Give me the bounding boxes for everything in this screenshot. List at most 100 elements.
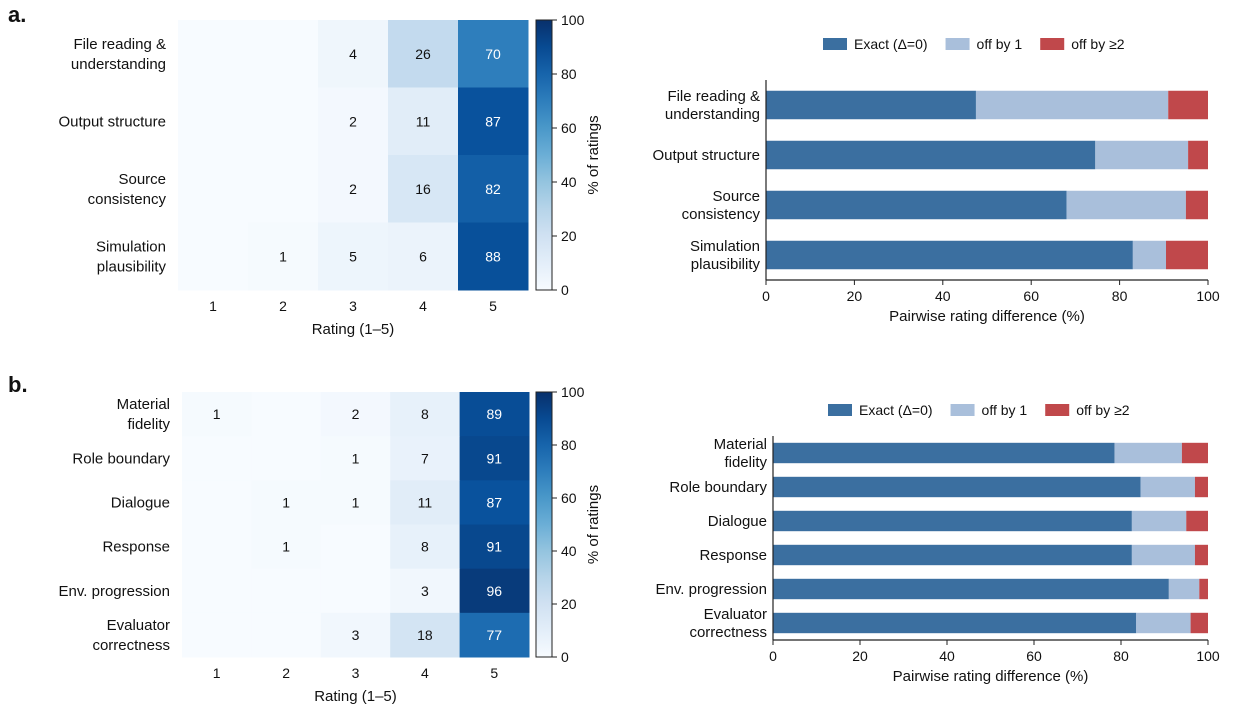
heatmap-cell — [248, 155, 319, 223]
bar-segment — [766, 240, 1133, 270]
heatmap-cell — [459, 568, 530, 614]
x-tick-label: 3 — [349, 298, 357, 314]
row-label: Material — [117, 396, 170, 413]
bar-segment — [773, 578, 1169, 600]
category-label: Response — [699, 547, 767, 564]
heatmap-cell-value: 89 — [487, 406, 503, 422]
bar-segment — [1095, 140, 1189, 170]
x-tick-label: 100 — [1196, 288, 1220, 304]
colorbar-tick-label: 80 — [561, 66, 577, 82]
bar-segment — [1166, 240, 1208, 270]
heatmap-cell-value: 5 — [349, 248, 357, 264]
x-tick-label: 20 — [847, 288, 863, 304]
colorbar-tick-label: 100 — [561, 384, 585, 400]
heatmap-cell — [458, 87, 529, 156]
row-label: Output structure — [58, 113, 166, 130]
category-label: File reading & — [667, 88, 760, 105]
heatmap-cell — [251, 612, 322, 658]
heatmap-cell — [248, 222, 319, 291]
panel-label-b: b. — [8, 372, 28, 397]
heatmap-cell-value: 88 — [485, 248, 501, 264]
x-axis-label: Pairwise rating difference (%) — [889, 308, 1085, 325]
heatmap-cell — [248, 20, 319, 88]
heatmap-cell — [248, 87, 319, 156]
bar-segment — [1066, 190, 1186, 220]
heatmap-cell — [390, 524, 461, 570]
colorbar-tick-label: 60 — [561, 490, 577, 506]
x-tick-label: 4 — [421, 665, 429, 681]
legend-swatch — [1040, 38, 1065, 50]
heatmap-cell — [251, 524, 322, 570]
heatmap-cell — [459, 392, 530, 437]
legend-swatch — [823, 38, 847, 50]
colorbar-tick-label: 0 — [561, 282, 569, 298]
heatmap-cell — [320, 524, 391, 570]
x-tick-label: 1 — [213, 665, 221, 681]
x-tick-label: 80 — [1112, 288, 1128, 304]
heatmap-cell-value: 18 — [417, 627, 433, 643]
heatmap-cell — [388, 20, 459, 88]
bar-segment — [1168, 578, 1200, 600]
bar-segment — [1131, 544, 1195, 566]
x-tick-label: 4 — [419, 298, 427, 314]
x-tick-label: 5 — [489, 298, 497, 314]
heatmap-cell — [459, 612, 530, 658]
bar-segment — [766, 90, 976, 120]
heatmap-cell-value: 3 — [421, 583, 429, 599]
category-label: Evaluator — [704, 606, 767, 623]
bar-segment — [1132, 240, 1167, 270]
heatmap-cell — [182, 524, 252, 570]
bar-segment — [1140, 476, 1195, 498]
heatmap-cell-value: 87 — [487, 494, 503, 510]
heatmap-cell-value: 8 — [421, 539, 429, 555]
colorbar-label: % of ratings — [585, 485, 602, 564]
heatmap-cell — [320, 392, 391, 437]
heatmap-cell — [182, 612, 252, 658]
bar-segment — [1131, 510, 1187, 532]
heatmap-cell — [459, 480, 530, 525]
heatmap-cell — [178, 87, 249, 156]
bar-segment — [766, 190, 1067, 220]
heatmap-cell-value: 87 — [485, 113, 501, 129]
x-axis-label: Rating (1–5) — [312, 321, 395, 338]
category-label: Source — [712, 188, 760, 205]
heatmap-cell-value: 96 — [487, 583, 503, 599]
heatmap-cell-value: 11 — [416, 113, 431, 129]
heatmap-cell — [251, 436, 322, 481]
heatmap-cell — [178, 222, 249, 291]
bar-segment — [773, 612, 1137, 634]
category-label: Role boundary — [669, 479, 767, 496]
bar-segment — [1194, 544, 1208, 566]
heatmap-cell — [458, 155, 529, 223]
x-tick-label: 2 — [282, 665, 290, 681]
heatmap-cell-value: 2 — [349, 113, 357, 129]
heatmap-cell-value: 2 — [349, 181, 357, 197]
x-tick-label: 0 — [769, 648, 777, 664]
bar-segment — [773, 510, 1132, 532]
heatmap-cell-value: 1 — [352, 450, 360, 466]
heatmap-cell — [318, 87, 389, 156]
bar-segment — [1186, 510, 1208, 532]
bar-segment — [1194, 476, 1208, 498]
heatmap-cell — [182, 436, 252, 481]
legend-swatch — [945, 38, 970, 50]
bar-segment — [1114, 442, 1182, 464]
x-tick-label: 60 — [1026, 648, 1042, 664]
row-label: File reading & — [73, 36, 166, 53]
heatmap-cell-value: 1 — [279, 248, 287, 264]
x-tick-label: 40 — [935, 288, 951, 304]
heatmap-cell — [178, 20, 249, 88]
heatmap-cell — [320, 480, 391, 525]
colorbar-tick-label: 0 — [561, 649, 569, 665]
heatmap-cell-value: 91 — [487, 450, 503, 466]
heatmap-cell-value: 11 — [418, 494, 433, 510]
heatmap-cell — [459, 524, 530, 570]
row-label: consistency — [88, 191, 167, 208]
legend-label: off by 1 — [977, 36, 1023, 52]
row-label: fidelity — [127, 416, 170, 433]
legend-swatch — [950, 404, 975, 416]
colorbar-tick-label: 80 — [561, 437, 577, 453]
legend-label: off by ≥2 — [1071, 36, 1125, 52]
heatmap-cell — [458, 222, 529, 291]
heatmap-cell — [251, 392, 322, 437]
